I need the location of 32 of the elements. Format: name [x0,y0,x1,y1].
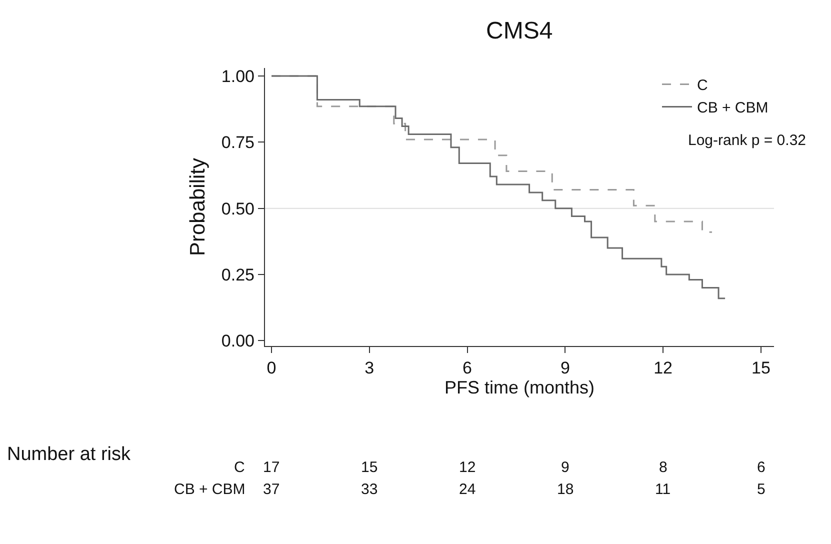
y-tick-label: 1.00 [221,66,254,86]
x-tick-label: 3 [364,358,374,378]
y-axis-title: Probability [186,157,210,256]
text: C [234,459,245,476]
text: 5 [757,481,766,498]
chart-title: CMS4 [486,18,553,45]
text: 8 [659,459,668,476]
text: 33 [361,481,378,498]
text: 15 [361,459,378,476]
text: 6 [757,459,766,476]
text: Number at risk [7,444,132,465]
text: 17 [263,459,280,476]
text: 11 [655,481,671,498]
y-tick-label: 0.50 [221,199,254,218]
text: 12 [459,459,476,476]
annotation: Log-rank p = 0.32 [688,132,806,149]
text: 18 [557,481,574,498]
y-tick-label: 0.25 [221,265,254,284]
x-tick-label: 15 [751,358,770,378]
legend-label: C [697,77,708,94]
x-tick-label: 6 [462,358,472,378]
legend-label: CB + CBM [697,100,768,117]
text: 9 [561,459,570,476]
x-axis-title: PFS time (months) [444,378,595,398]
text: 24 [459,481,476,498]
x-tick-label: 0 [266,358,276,378]
x-tick-label: 9 [560,358,570,378]
text: CB + CBM [174,481,246,498]
text: 37 [263,481,280,498]
y-tick-label: 0.00 [221,332,254,351]
x-tick-label: 12 [654,358,673,378]
y-tick-label: 0.75 [221,133,254,152]
